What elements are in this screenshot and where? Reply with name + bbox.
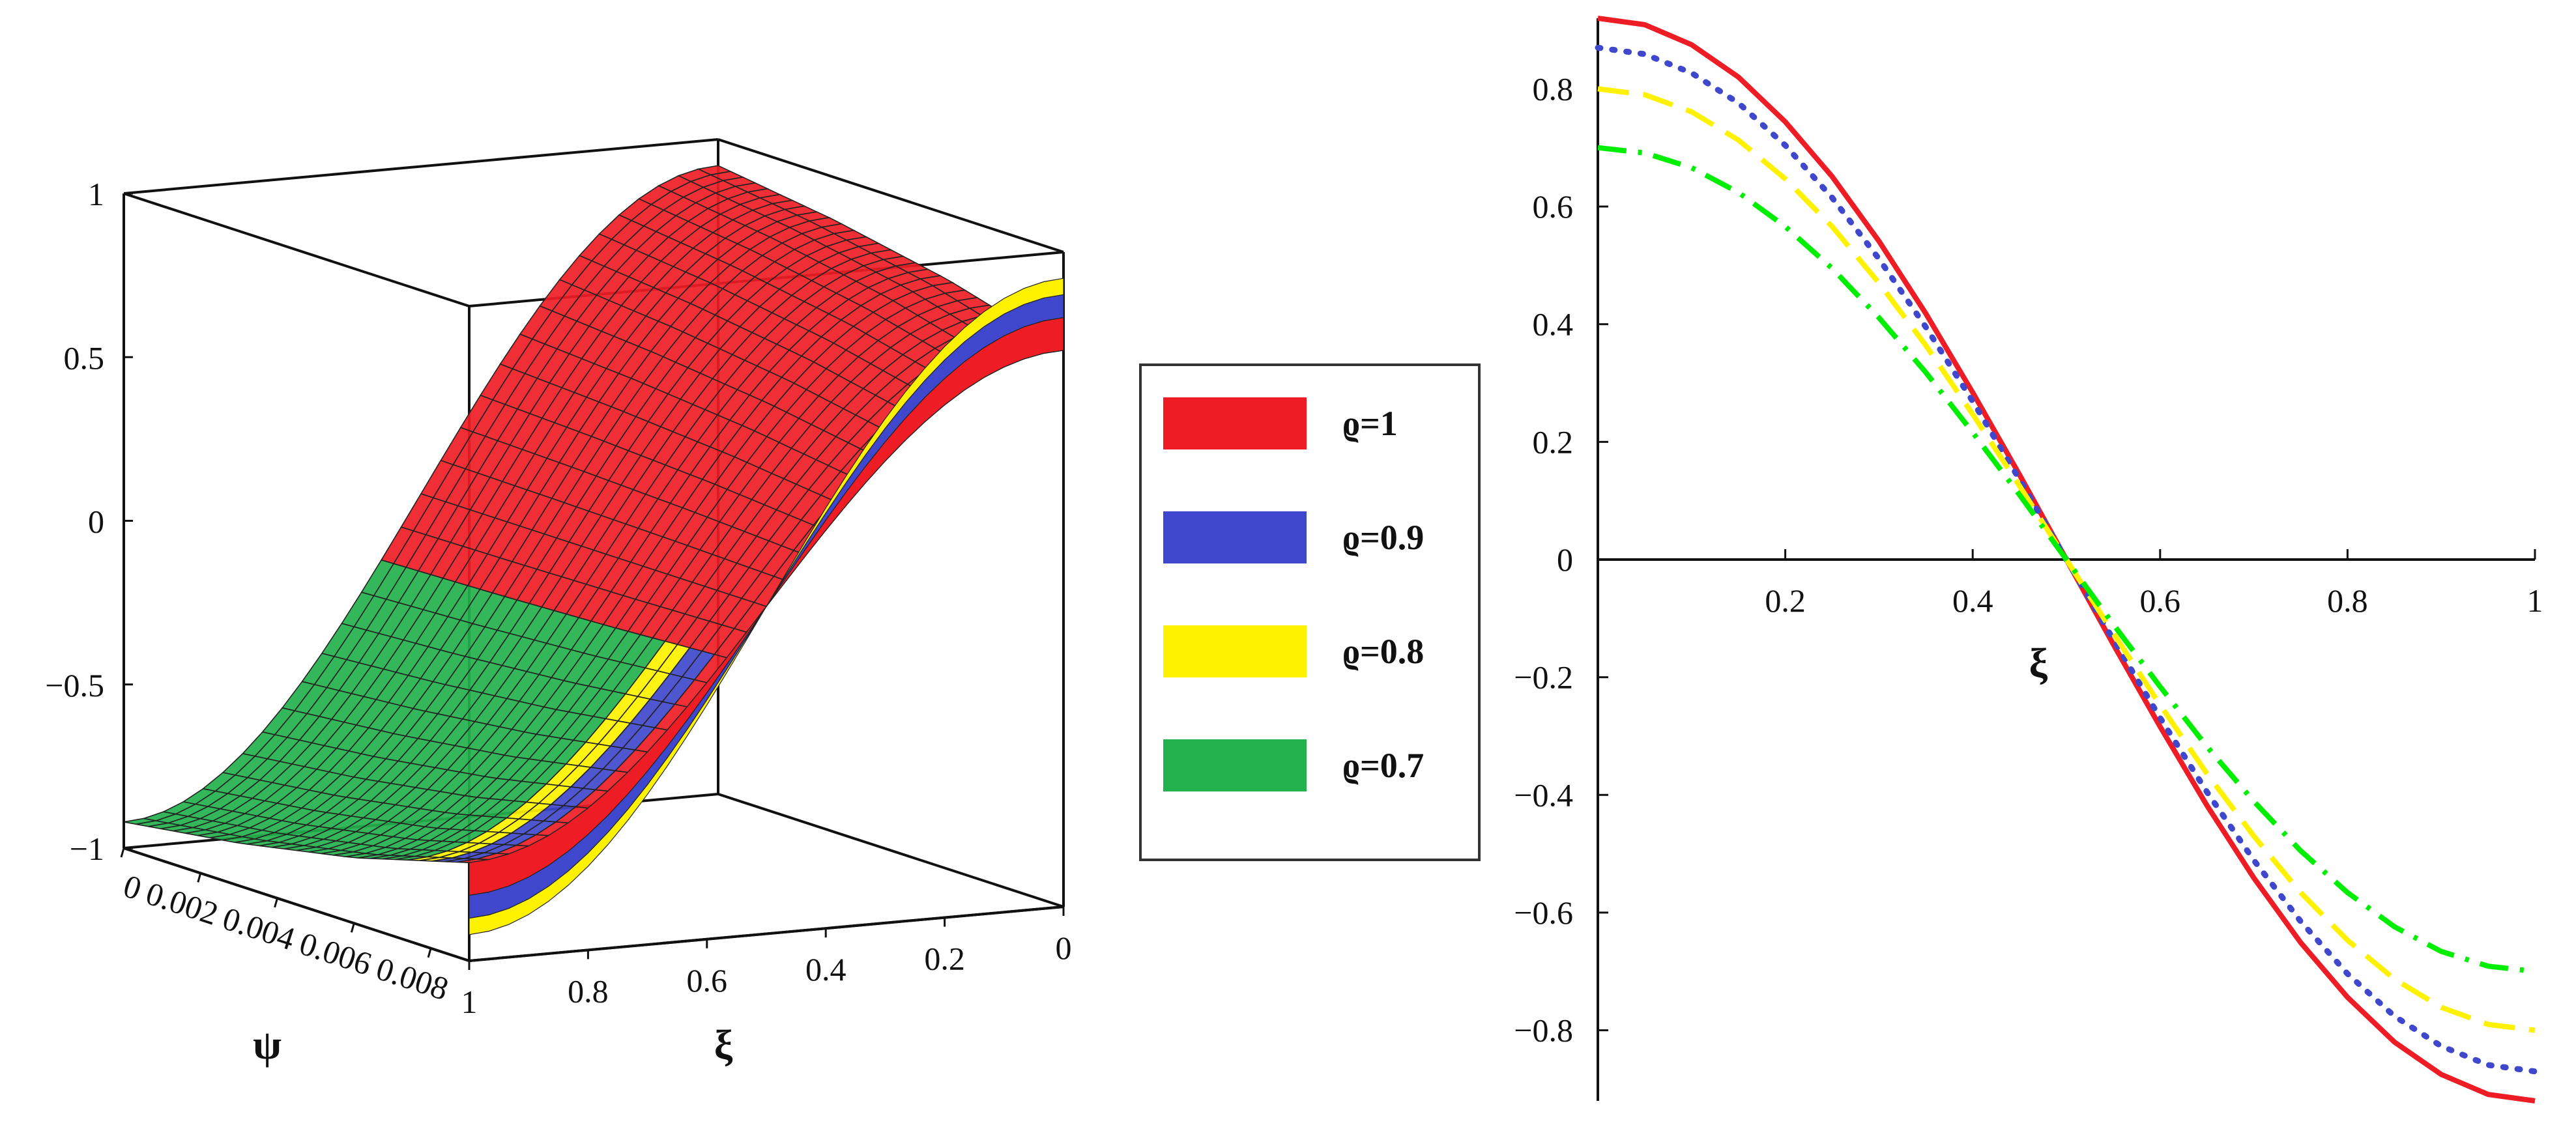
xi-axis-label: ξ (714, 1021, 733, 1068)
surface-plot-panel: 1 0.5 0 −0.5 −1 0 0.002 0.004 0.006 0.008 1 0.8 0.6 0… (45, 138, 1481, 1068)
legend-swatch (1163, 739, 1307, 791)
x-axis-label: ξ (2029, 640, 2048, 686)
y-tick-label: 0 (1557, 541, 1573, 578)
y-tick-label: −0.8 (1514, 1012, 1573, 1049)
x-tick-label: 0.8 (2327, 582, 2368, 619)
box-edge (717, 793, 1064, 908)
y-tick-label: 0.2 (1533, 423, 1574, 460)
psi-tick-mark (120, 847, 125, 858)
psi-tick-label: 0.008 (372, 950, 453, 1007)
psi-tick-label: 0.006 (295, 925, 376, 982)
xi-tick-label: 0 (1056, 930, 1072, 966)
series-lines (1595, 16, 2538, 1103)
box-edge (123, 138, 719, 195)
box-edge (717, 138, 1064, 253)
x-tick-label: 0.4 (1952, 582, 1993, 619)
box-front-edge (123, 847, 470, 962)
axes: 0.8 0.6 0.4 0.2 0 −0.2 −0.4 −0.6 −0.8 0.2 0.4 0.6 0.… (1514, 18, 2543, 1101)
z-tick-label: 0.5 (64, 339, 105, 376)
line-plot-panel: 0.8 0.6 0.4 0.2 0 −0.2 −0.4 −0.6 −0.8 0.2 0.4 0.6 0.… (1499, 0, 2576, 1135)
legend-swatch (1163, 397, 1307, 449)
legend-swatch (1163, 511, 1307, 563)
legend-label: ϱ=0.7 (1342, 746, 1424, 785)
z-tick-label: 0 (88, 504, 104, 540)
surface-mesh (123, 165, 1065, 935)
x-tick-label: 0.6 (2140, 582, 2181, 619)
y-tick-label: −0.6 (1514, 894, 1573, 931)
xi-tick-label: 0.6 (687, 962, 728, 999)
legend-swatch (1163, 625, 1307, 677)
line-plot: 0.8 0.6 0.4 0.2 0 −0.2 −0.4 −0.6 −0.8 0.2 0.4 0.6 0.… (1514, 16, 2543, 1103)
box-front-edge (469, 905, 1064, 962)
legend-label: ϱ=0.8 (1342, 632, 1424, 671)
z-tick-label: −0.5 (45, 667, 104, 704)
z-tick-label: 1 (88, 176, 104, 212)
psi-tick-mark (350, 922, 355, 933)
z-tick-label: −1 (70, 831, 104, 867)
x-tick-label: 0.2 (1765, 582, 1806, 619)
y-tick-label: −0.2 (1514, 659, 1573, 696)
psi-tick-mark (197, 873, 202, 883)
psi-tick-mark (274, 898, 278, 908)
x-tick-label: 1 (2527, 582, 2543, 619)
psi-tick-label: 0.002 (141, 875, 222, 932)
y-tick-label: −0.4 (1514, 776, 1573, 813)
xi-tick-label: 0.8 (568, 973, 609, 1009)
psi-tick-label: 0.004 (218, 900, 299, 957)
surface-edge-band (469, 277, 1064, 935)
series-line-3 (1597, 145, 2536, 974)
y-tick-label: 0.6 (1533, 188, 1574, 225)
legend-label: ϱ=1 (1342, 404, 1398, 443)
xi-tick-label: 0.2 (924, 941, 965, 977)
xi-tick-label: 0.4 (805, 951, 847, 988)
legend-label: ϱ=0.9 (1342, 518, 1424, 557)
psi-tick-mark (427, 948, 432, 958)
psi-axis-label: ψ (253, 1021, 282, 1068)
box-edge (123, 192, 470, 307)
surface-legend: ϱ=1 ϱ=0.9 ϱ=0.8 ϱ=0.7 (1139, 363, 1481, 861)
y-tick-label: 0.8 (1533, 70, 1574, 107)
y-tick-label: 0.4 (1533, 306, 1574, 343)
xi-tick-label: 1 (461, 984, 478, 1020)
psi-tick-label: 0 (119, 867, 146, 907)
